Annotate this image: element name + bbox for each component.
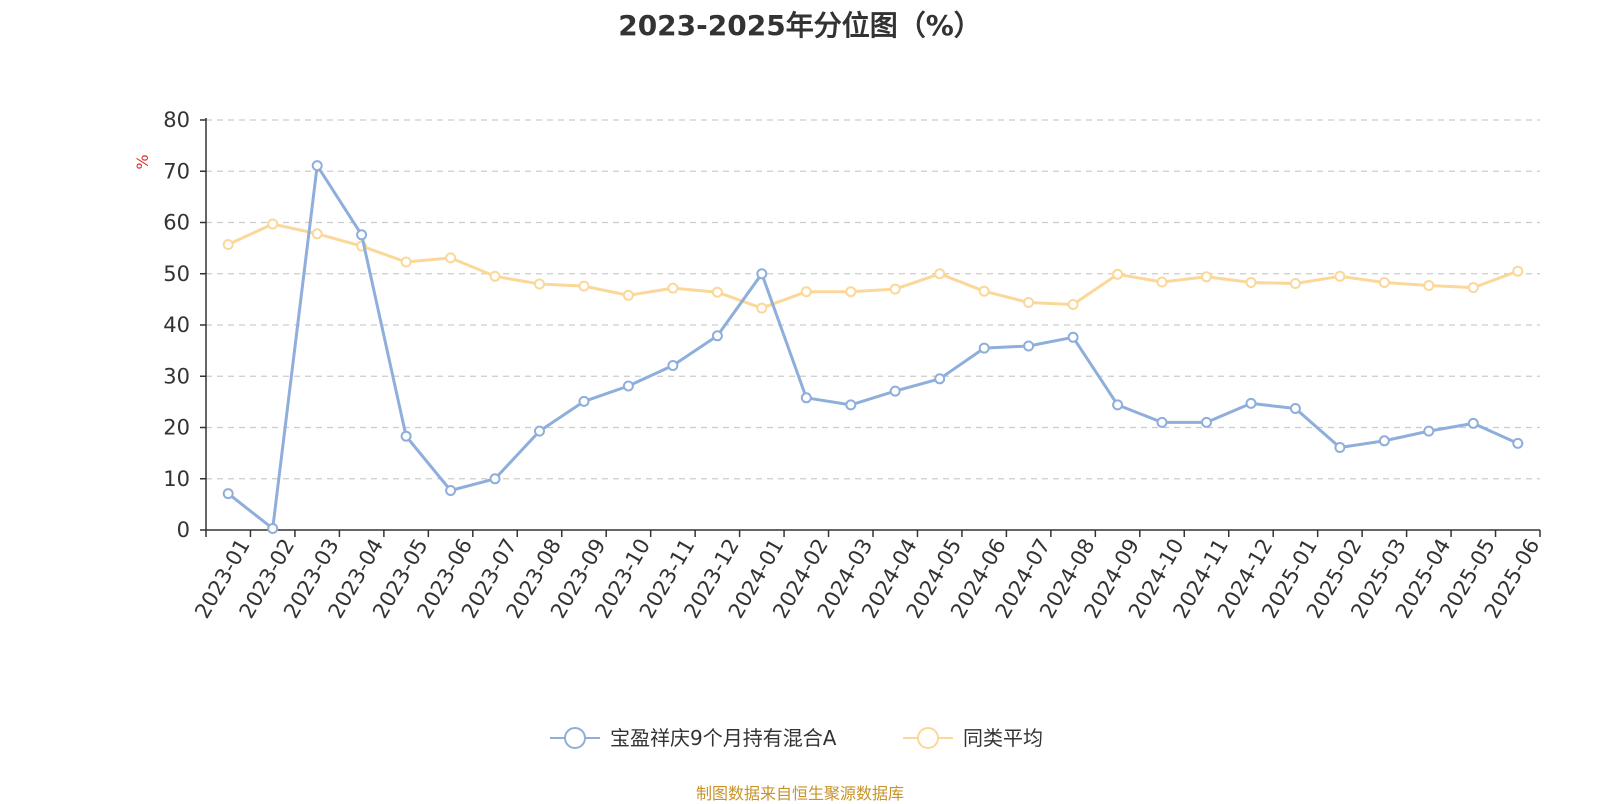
data-point-average[interactable]	[1201, 271, 1212, 283]
data-point-fund[interactable]	[578, 395, 590, 407]
data-point-fund[interactable]	[267, 523, 279, 534]
legend-marker-average	[917, 727, 939, 749]
data-point-average[interactable]	[1245, 277, 1257, 288]
y-tick-label: 40	[163, 313, 190, 337]
data-point-fund[interactable]	[667, 360, 679, 371]
data-point-fund[interactable]	[1289, 403, 1301, 414]
data-point-fund[interactable]	[400, 430, 412, 442]
data-point-average[interactable]	[978, 285, 990, 297]
data-point-average[interactable]	[756, 302, 768, 314]
data-point-fund[interactable]	[756, 268, 768, 280]
data-point-average[interactable]	[1467, 282, 1479, 294]
data-point-average[interactable]	[534, 278, 545, 290]
data-point-average[interactable]	[400, 256, 412, 268]
data-point-average[interactable]	[667, 282, 679, 294]
series-line-fund	[227, 164, 1519, 530]
data-point-average[interactable]	[1334, 270, 1346, 282]
data-point-fund[interactable]	[978, 342, 990, 354]
data-point-fund[interactable]	[445, 485, 457, 496]
legend: 宝盈祥庆9个月持有混合A 同类平均	[550, 726, 1043, 750]
data-point-average[interactable]	[445, 252, 457, 264]
data-point-average[interactable]	[222, 239, 234, 250]
data-point-fund[interactable]	[1467, 417, 1479, 429]
y-axis-unit: %	[133, 154, 152, 169]
y-tick-label: 30	[163, 364, 190, 388]
data-point-average[interactable]	[711, 286, 723, 298]
data-point-average[interactable]	[1423, 280, 1435, 291]
data-point-fund[interactable]	[711, 330, 723, 342]
data-point-average[interactable]	[622, 289, 634, 301]
data-point-fund[interactable]	[489, 473, 501, 485]
data-point-average[interactable]	[489, 270, 501, 282]
y-tick-label: 0	[177, 518, 190, 542]
y-tick-label: 70	[163, 159, 190, 183]
data-point-average[interactable]	[578, 280, 590, 292]
y-tick-label: 80	[163, 108, 190, 132]
data-point-average[interactable]	[267, 218, 279, 230]
data-point-fund[interactable]	[845, 399, 857, 411]
data-point-average[interactable]	[889, 283, 901, 295]
data-point-average[interactable]	[311, 228, 323, 240]
y-tick-label: 20	[163, 416, 190, 440]
y-tick-label: 60	[163, 211, 190, 235]
data-point-fund[interactable]	[800, 392, 812, 404]
data-point-average[interactable]	[1289, 278, 1301, 289]
data-point-average[interactable]	[1023, 297, 1035, 308]
y-tick-labels: 0 10 20 30 40 50 60 70 80	[163, 108, 190, 542]
data-point-average[interactable]	[1378, 277, 1390, 288]
grid-lines	[206, 119, 1540, 480]
chart-title: 2023-2025年分位图（%）	[618, 9, 982, 42]
data-point-fund[interactable]	[1423, 425, 1435, 437]
data-point-fund[interactable]	[1201, 416, 1212, 428]
legend-label-fund: 宝盈祥庆9个月持有混合A	[610, 726, 837, 750]
y-tick-label: 50	[163, 262, 190, 286]
data-point-average[interactable]	[934, 268, 946, 280]
legend-label-average: 同类平均	[963, 726, 1043, 750]
data-point-fund[interactable]	[1112, 399, 1124, 411]
data-point-fund[interactable]	[222, 488, 234, 500]
data-point-fund[interactable]	[356, 229, 368, 241]
data-point-fund[interactable]	[534, 425, 545, 437]
data-point-fund[interactable]	[1067, 331, 1079, 343]
data-point-average[interactable]	[1112, 268, 1124, 280]
data-point-fund[interactable]	[1245, 397, 1257, 409]
data-point-fund[interactable]	[1334, 442, 1346, 453]
axes	[200, 118, 1541, 537]
data-point-average[interactable]	[845, 286, 857, 298]
y-tick-label: 10	[163, 467, 190, 491]
data-point-average[interactable]	[1512, 265, 1524, 277]
source-note: 制图数据来自恒生聚源数据库	[695, 784, 904, 803]
data-point-fund[interactable]	[1023, 340, 1035, 352]
data-point-fund[interactable]	[934, 373, 946, 385]
data-point-fund[interactable]	[622, 380, 634, 392]
series-group	[222, 160, 1524, 534]
data-point-average[interactable]	[1067, 299, 1079, 310]
series-line-average	[227, 222, 1519, 310]
legend-item-fund[interactable]: 宝盈祥庆9个月持有混合A	[550, 726, 837, 750]
data-point-fund[interactable]	[1512, 437, 1524, 449]
data-point-average[interactable]	[800, 286, 812, 298]
legend-item-average[interactable]: 同类平均	[903, 726, 1043, 750]
data-point-fund[interactable]	[889, 385, 901, 397]
data-point-fund[interactable]	[311, 160, 323, 172]
legend-marker-fund	[564, 727, 586, 749]
data-point-fund[interactable]	[1156, 416, 1168, 428]
data-point-average[interactable]	[1156, 276, 1168, 288]
data-point-fund[interactable]	[1378, 435, 1390, 447]
x-tick-labels: 2023-012023-022023-032023-042023-052023-…	[190, 535, 1544, 623]
